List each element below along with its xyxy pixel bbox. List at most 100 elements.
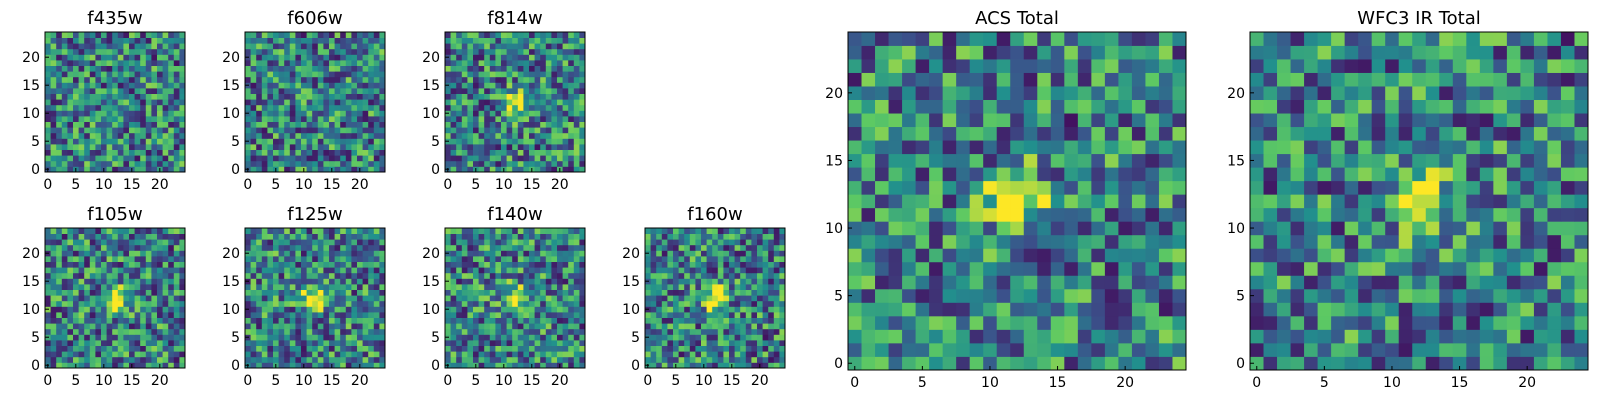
heatmap-cell xyxy=(517,334,524,341)
heatmap-cell xyxy=(495,76,502,83)
heatmap-cell xyxy=(450,284,457,290)
heatmap-cell xyxy=(557,54,563,61)
heatmap-cell xyxy=(745,317,752,324)
heatmap-cell xyxy=(745,278,752,285)
heatmap-cell xyxy=(379,93,386,100)
heatmap-cell xyxy=(467,317,474,324)
heatmap-cell xyxy=(445,104,451,111)
heatmap-cell xyxy=(517,60,524,66)
heatmap-cell xyxy=(84,261,91,268)
heatmap-cell xyxy=(306,54,313,61)
heatmap-cell xyxy=(484,278,491,285)
heatmap-cell xyxy=(717,312,724,318)
heatmap-cell xyxy=(95,138,102,145)
heatmap-cell xyxy=(478,228,485,234)
heatmap-cell xyxy=(1023,167,1038,182)
heatmap-cell xyxy=(362,43,369,50)
heatmap-cell xyxy=(368,71,375,78)
heatmap-cell xyxy=(461,278,468,285)
heatmap-cell xyxy=(461,239,468,246)
heatmap-cell xyxy=(506,99,513,106)
heatmap-cell xyxy=(478,323,485,330)
heatmap-cell xyxy=(450,317,457,324)
y-tick-label: 0 xyxy=(631,358,640,374)
heatmap-cell xyxy=(312,228,319,234)
heatmap-cell xyxy=(157,345,163,352)
y-tick-label: 0 xyxy=(431,358,440,374)
heatmap-cell xyxy=(1064,315,1079,330)
heatmap-cell xyxy=(983,275,998,290)
heatmap-cell xyxy=(345,138,352,145)
heatmap-cell xyxy=(329,149,335,156)
heatmap-cell xyxy=(179,104,186,111)
heatmap-cell xyxy=(501,261,507,268)
heatmap-cell xyxy=(362,351,369,358)
heatmap-cell xyxy=(45,261,51,268)
heatmap-cell xyxy=(768,284,775,290)
x-tick-label: 0 xyxy=(443,177,452,193)
heatmap-cell xyxy=(568,127,575,134)
heatmap-cell xyxy=(445,43,451,50)
heatmap-cell xyxy=(701,323,707,330)
heatmap-cell xyxy=(45,267,51,274)
heatmap-cell xyxy=(517,155,524,162)
heatmap-cell xyxy=(501,65,507,72)
heatmap-cell xyxy=(495,312,502,318)
y-tick-label: 15 xyxy=(22,274,40,290)
heatmap-cell xyxy=(67,144,74,150)
heatmap-cell xyxy=(445,317,451,324)
heatmap-cell xyxy=(157,334,163,341)
heatmap-cell xyxy=(256,244,263,251)
heatmap-cell xyxy=(329,160,335,167)
heatmap-cell xyxy=(712,233,719,240)
heatmap-cell xyxy=(245,71,251,78)
heatmap-cell xyxy=(123,261,130,268)
heatmap-cell xyxy=(112,228,119,234)
heatmap-cell xyxy=(157,323,163,330)
heatmap-cell xyxy=(768,340,775,346)
heatmap-cells xyxy=(445,32,586,173)
heatmap-cell xyxy=(312,340,319,346)
heatmap-cell xyxy=(106,250,113,257)
panel-title: f814w xyxy=(487,8,542,29)
heatmap-cell xyxy=(261,160,268,167)
heatmap-cell xyxy=(312,155,319,162)
heatmap-cell xyxy=(267,362,274,369)
heatmap-cell xyxy=(461,351,468,358)
heatmap-cell xyxy=(50,149,57,156)
heatmap-cell xyxy=(512,267,519,274)
heatmap-cell xyxy=(140,110,147,117)
heatmap-cell xyxy=(740,362,747,369)
heatmap-cell xyxy=(478,345,485,352)
heatmap-cell xyxy=(529,121,535,128)
heatmap-cell xyxy=(529,340,535,346)
heatmap-cell xyxy=(568,71,575,78)
heatmap-cell xyxy=(695,295,702,302)
heatmap-cell xyxy=(162,334,169,341)
heatmap-cell xyxy=(461,104,468,111)
heatmap-cell xyxy=(762,345,769,352)
heatmap-cell xyxy=(450,99,457,106)
heatmap-cell xyxy=(78,300,85,307)
heatmap-cell xyxy=(495,166,502,173)
heatmap-cell xyxy=(1131,194,1146,209)
heatmap-cell xyxy=(78,32,85,38)
heatmap-cell xyxy=(273,48,279,55)
heatmap-cell xyxy=(506,76,513,83)
x-tick-label: 20 xyxy=(351,373,369,389)
heatmap-cell xyxy=(351,284,358,290)
heatmap-cell xyxy=(534,244,541,251)
heatmap-cell xyxy=(273,54,279,61)
heatmap-cell xyxy=(340,272,347,279)
heatmap-cell xyxy=(540,306,547,313)
heatmap-cell xyxy=(573,76,580,83)
heatmap-cell xyxy=(340,32,347,38)
heatmap-cell xyxy=(450,71,457,78)
heatmap-cell xyxy=(551,351,558,358)
heatmap-cell xyxy=(1104,329,1119,344)
heatmap-cell xyxy=(484,37,491,44)
heatmap-cell xyxy=(456,32,463,38)
heatmap-cell xyxy=(357,323,363,330)
heatmap-cell xyxy=(523,155,530,162)
heatmap-cell xyxy=(345,250,352,257)
